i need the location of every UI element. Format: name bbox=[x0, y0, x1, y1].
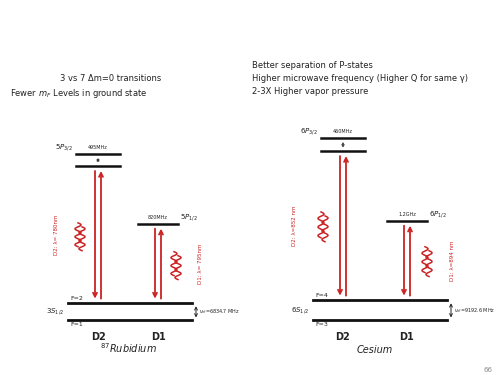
Text: D1: λ=894 nm: D1: λ=894 nm bbox=[450, 240, 456, 281]
Text: $\nu_{hf}$=6834.7 MHz: $\nu_{hf}$=6834.7 MHz bbox=[199, 308, 240, 316]
Text: D2: λ=852 nm: D2: λ=852 nm bbox=[292, 206, 298, 246]
Text: $6P_{1/2}$: $6P_{1/2}$ bbox=[429, 209, 447, 220]
Text: Higher microwave frequency (Higher Q for same γ): Higher microwave frequency (Higher Q for… bbox=[252, 74, 468, 83]
Text: D1: D1 bbox=[150, 332, 166, 342]
Text: 495MHz: 495MHz bbox=[88, 145, 108, 150]
Text: F=1: F=1 bbox=[70, 322, 83, 327]
Text: 66: 66 bbox=[483, 367, 492, 373]
Text: Fewer $m_F$ Levels in ground state: Fewer $m_F$ Levels in ground state bbox=[10, 87, 147, 100]
Text: D1: D1 bbox=[400, 332, 414, 342]
Text: $6P_{3/2}$: $6P_{3/2}$ bbox=[300, 127, 318, 137]
Text: 3 vs 7 Δm=0 transitions: 3 vs 7 Δm=0 transitions bbox=[60, 74, 161, 83]
Text: D1: λ= 795nm: D1: λ= 795nm bbox=[198, 243, 202, 284]
Text: $^{87}$Rubidium: $^{87}$Rubidium bbox=[100, 341, 156, 355]
Text: 1.2GHz: 1.2GHz bbox=[398, 212, 416, 217]
Text: 460MHz: 460MHz bbox=[333, 129, 353, 134]
Text: $\nu_{hf}$=9192.6 MHz: $\nu_{hf}$=9192.6 MHz bbox=[454, 306, 495, 315]
Text: Better separation of P-states: Better separation of P-states bbox=[252, 61, 373, 70]
Text: D2: D2 bbox=[336, 332, 350, 342]
Text: D2: D2 bbox=[90, 332, 106, 342]
Text: $3S_{1/2}$: $3S_{1/2}$ bbox=[46, 307, 64, 317]
Text: F=2: F=2 bbox=[70, 296, 83, 302]
Text: Symmetricom: Symmetricom bbox=[406, 24, 474, 34]
Text: $5P_{3/2}$: $5P_{3/2}$ bbox=[55, 143, 73, 153]
Text: Rb vs. Cs ?: Rb vs. Cs ? bbox=[10, 17, 119, 35]
Text: $6S_{1/2}$: $6S_{1/2}$ bbox=[291, 305, 309, 316]
Text: 2-3X Higher vapor pressure: 2-3X Higher vapor pressure bbox=[252, 87, 368, 96]
Text: Cesium: Cesium bbox=[357, 345, 393, 355]
Text: F=4: F=4 bbox=[315, 293, 328, 298]
Text: $5P_{1/2}$: $5P_{1/2}$ bbox=[180, 212, 198, 223]
Text: 820MHz: 820MHz bbox=[148, 215, 168, 220]
Text: D2: λ= 780nm: D2: λ= 780nm bbox=[54, 214, 59, 255]
Text: F=3: F=3 bbox=[315, 322, 328, 327]
